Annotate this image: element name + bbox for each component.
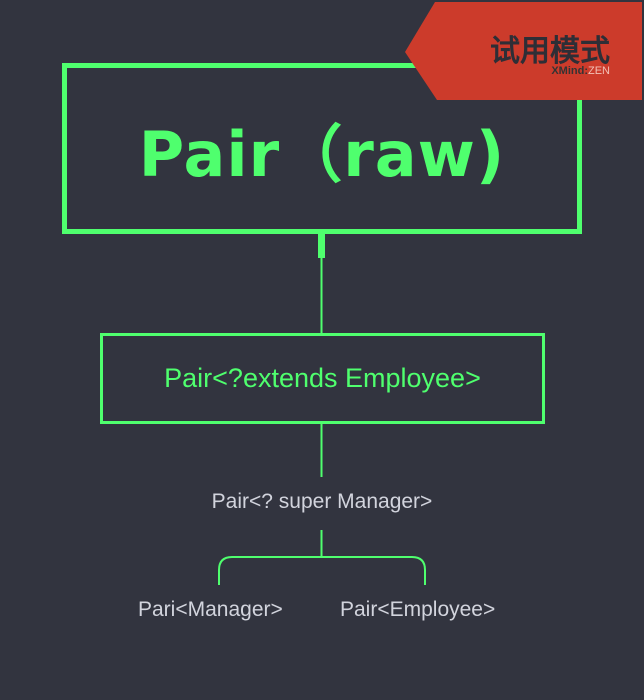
- leaf-node-manager[interactable]: Pari<Manager>: [138, 598, 283, 622]
- grandchild-node[interactable]: Pair<? super Manager>: [0, 490, 644, 514]
- child-node-label: Pair<?extends Employee>: [164, 363, 481, 393]
- leaf-node-employee[interactable]: Pair<Employee>: [340, 598, 495, 622]
- trial-mode-label: 试用模式: [490, 34, 610, 69]
- trial-banner-shape: [405, 2, 642, 100]
- logo-separator: :: [584, 65, 588, 77]
- zen-edition-text: ZEN: [588, 65, 610, 77]
- root-connector-stub: [318, 234, 325, 258]
- xmind-brand-text: XMind: [551, 65, 585, 77]
- leaf-node-manager-label: Pari<Manager>: [138, 598, 283, 621]
- root-node[interactable]: Pair（raw): [62, 63, 582, 234]
- root-node-label: Pair（raw): [138, 117, 506, 191]
- child-node[interactable]: Pair<?extends Employee>: [100, 333, 545, 424]
- grandchild-node-label: Pair<? super Manager>: [211, 490, 433, 513]
- leaf-node-employee-label: Pair<Employee>: [340, 598, 496, 621]
- leaf-bracket: [218, 556, 426, 585]
- xmind-zen-logo: XMind:ZEN: [551, 65, 610, 77]
